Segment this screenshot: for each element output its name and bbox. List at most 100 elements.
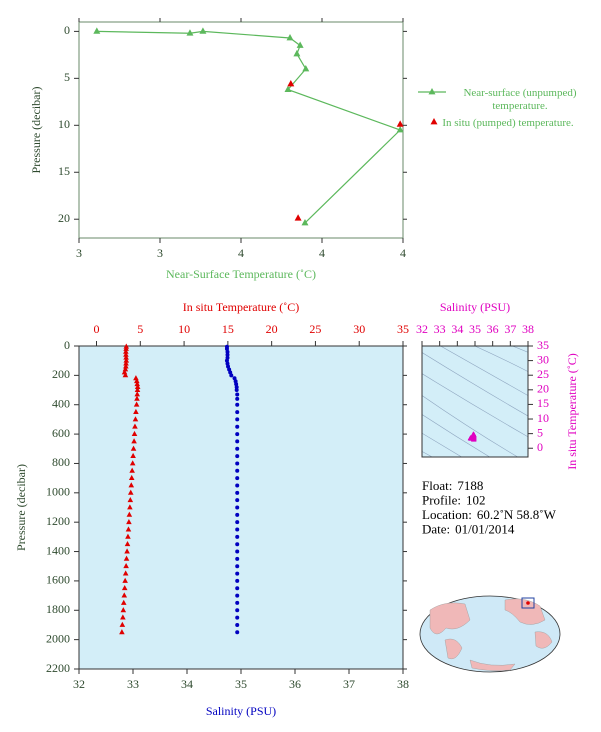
marker — [235, 512, 240, 517]
tick-label: 10 — [58, 117, 70, 131]
marker — [296, 41, 304, 48]
tick-label: 30 — [537, 352, 549, 366]
marker — [234, 385, 239, 390]
tick-label: 3 — [76, 246, 82, 260]
marker — [121, 585, 128, 591]
marker — [302, 64, 310, 72]
marker — [235, 402, 240, 407]
marker — [235, 615, 240, 620]
ts-point — [471, 436, 477, 442]
tick-label: 0 — [537, 440, 543, 454]
marker — [134, 383, 141, 390]
marker — [120, 607, 127, 613]
marker — [235, 534, 240, 539]
marker — [199, 27, 207, 34]
marker — [286, 33, 294, 41]
tick-label: 1200 — [46, 514, 70, 528]
map-land — [429, 602, 471, 635]
marker — [294, 214, 302, 221]
marker — [186, 29, 194, 36]
plot-background — [79, 346, 403, 669]
marker — [127, 496, 134, 503]
marker — [235, 424, 240, 429]
marker — [235, 410, 240, 415]
tick-label: 15 — [222, 322, 234, 336]
marker — [225, 349, 230, 354]
tick-label: 30 — [353, 322, 365, 336]
tick-label: 800 — [52, 455, 70, 469]
y-axis-label: Pressure (decibar) — [29, 87, 43, 174]
marker — [131, 438, 137, 444]
marker — [235, 432, 240, 437]
marker — [235, 439, 240, 444]
plot-frame — [78, 21, 404, 239]
info-label: Profile: — [422, 492, 461, 507]
tick-label: 37 — [504, 322, 516, 336]
tick-label: 20 — [266, 322, 278, 336]
marker — [123, 351, 129, 357]
marker — [123, 555, 130, 561]
density-contours — [422, 346, 528, 457]
marker — [229, 373, 234, 378]
map-land — [444, 638, 463, 660]
marker — [235, 498, 240, 503]
marker — [235, 556, 240, 561]
tick-label: 34 — [451, 322, 463, 336]
marker — [123, 363, 129, 369]
marker — [396, 126, 404, 133]
tick-label: 0 — [64, 338, 70, 352]
tick-label: 1600 — [46, 573, 70, 587]
marker — [126, 511, 133, 517]
marker — [235, 461, 240, 466]
tick-label: 2000 — [46, 631, 70, 645]
marker — [120, 614, 126, 620]
marker — [235, 630, 240, 635]
tick-label: 4 — [319, 246, 325, 260]
marker — [127, 504, 133, 510]
marker — [122, 570, 129, 576]
float-location — [526, 601, 530, 605]
marker — [123, 563, 129, 569]
marker — [235, 586, 240, 591]
marker — [131, 430, 138, 437]
marker — [235, 446, 240, 451]
tick-label: 2200 — [46, 661, 70, 675]
tick-label: 1800 — [46, 602, 70, 616]
tick-label: 25 — [537, 367, 549, 381]
tick-label: 5 — [537, 425, 543, 439]
marker — [133, 375, 139, 381]
tick-label: 32 — [416, 322, 428, 336]
marker — [396, 120, 404, 127]
tick-label: 15 — [58, 164, 70, 178]
tick-label: 32 — [73, 677, 85, 691]
x-axis-label: Near-Surface Temperature (˚C) — [166, 267, 316, 281]
map-land — [504, 598, 546, 625]
legend-entry: Near-surface (unpumped) temperature. — [463, 87, 577, 112]
marker — [235, 392, 240, 397]
tick-label: 37 — [343, 677, 355, 691]
marker — [235, 505, 240, 510]
marker — [124, 548, 130, 554]
marker — [235, 622, 240, 627]
marker — [134, 386, 141, 392]
marker — [126, 518, 132, 525]
tick-label: 35 — [397, 322, 409, 336]
marker — [134, 395, 140, 401]
marker — [132, 423, 138, 429]
x-axis-label: Salinity (PSU) — [440, 300, 510, 314]
marker — [123, 345, 129, 351]
marker — [128, 474, 135, 481]
info-value: 60.2˚N 58.8˚W — [477, 507, 557, 522]
marker — [119, 629, 125, 635]
marker — [287, 79, 295, 87]
tick-label: 3 — [157, 246, 163, 260]
marker — [293, 49, 301, 57]
marker — [235, 564, 240, 569]
marker — [129, 467, 135, 473]
marker — [235, 571, 240, 576]
map-highlight — [521, 597, 535, 609]
tick-label: 10 — [537, 411, 549, 425]
marker — [235, 600, 240, 605]
